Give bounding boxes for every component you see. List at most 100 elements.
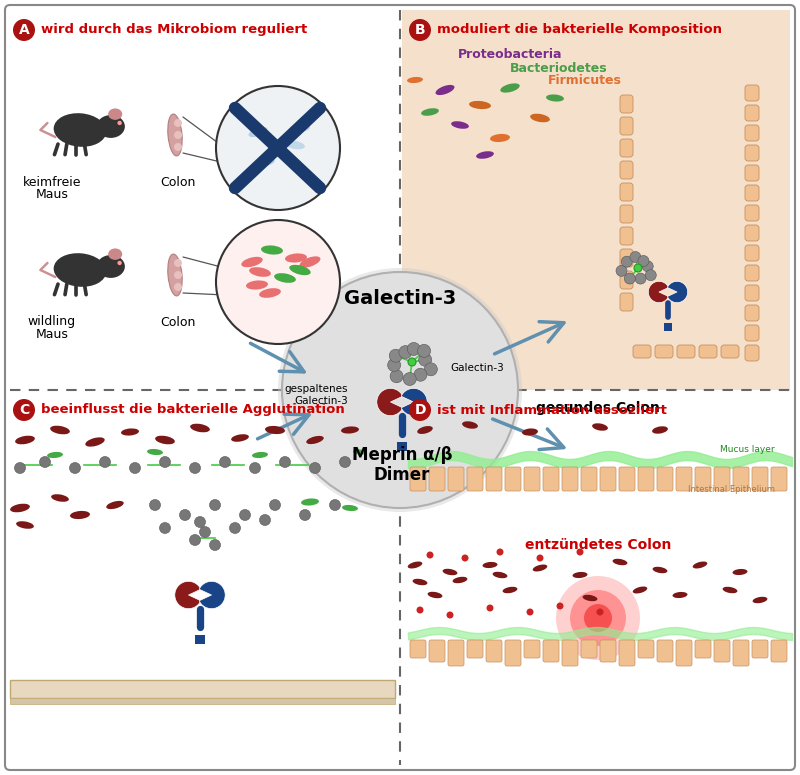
Ellipse shape: [407, 77, 423, 83]
Wedge shape: [377, 388, 403, 415]
Ellipse shape: [462, 422, 478, 429]
Ellipse shape: [493, 572, 507, 578]
Circle shape: [270, 500, 281, 511]
Ellipse shape: [353, 449, 367, 455]
Ellipse shape: [70, 511, 90, 519]
FancyBboxPatch shape: [620, 249, 633, 267]
FancyBboxPatch shape: [543, 467, 559, 491]
Circle shape: [409, 19, 431, 41]
Text: Meprin α/β
Dimer: Meprin α/β Dimer: [352, 446, 452, 484]
Ellipse shape: [255, 157, 275, 167]
FancyBboxPatch shape: [745, 245, 759, 261]
Ellipse shape: [413, 579, 427, 585]
Ellipse shape: [469, 101, 491, 109]
Ellipse shape: [476, 151, 494, 159]
Circle shape: [418, 353, 432, 367]
FancyBboxPatch shape: [677, 345, 695, 358]
FancyBboxPatch shape: [771, 467, 787, 491]
FancyBboxPatch shape: [733, 640, 749, 666]
Ellipse shape: [490, 134, 510, 142]
FancyBboxPatch shape: [429, 640, 445, 662]
Text: Galectin-3: Galectin-3: [344, 288, 456, 308]
Text: Maus: Maus: [35, 188, 69, 202]
Ellipse shape: [582, 594, 598, 601]
Ellipse shape: [147, 449, 163, 455]
Circle shape: [584, 604, 612, 632]
FancyBboxPatch shape: [752, 640, 768, 658]
Circle shape: [174, 131, 182, 139]
Ellipse shape: [168, 114, 182, 156]
Wedge shape: [199, 581, 226, 608]
Ellipse shape: [733, 569, 747, 575]
Ellipse shape: [190, 424, 210, 432]
Ellipse shape: [546, 95, 564, 102]
Ellipse shape: [252, 452, 268, 458]
Text: beeinflusst die bakterielle Agglutination: beeinflusst die bakterielle Agglutinatio…: [41, 404, 345, 416]
Circle shape: [282, 272, 518, 508]
Ellipse shape: [265, 426, 285, 434]
FancyBboxPatch shape: [714, 467, 730, 491]
Circle shape: [403, 373, 416, 385]
FancyBboxPatch shape: [676, 640, 692, 666]
Ellipse shape: [421, 109, 439, 115]
Circle shape: [174, 119, 182, 127]
Circle shape: [174, 271, 182, 279]
Circle shape: [424, 363, 438, 376]
Circle shape: [622, 257, 632, 267]
Ellipse shape: [301, 498, 319, 505]
FancyBboxPatch shape: [467, 467, 483, 491]
Ellipse shape: [652, 426, 668, 434]
Ellipse shape: [290, 124, 310, 132]
Circle shape: [299, 509, 310, 521]
FancyBboxPatch shape: [620, 183, 633, 201]
Circle shape: [210, 500, 221, 511]
FancyBboxPatch shape: [620, 161, 633, 179]
Circle shape: [210, 539, 221, 550]
Text: wildling: wildling: [28, 315, 76, 329]
Ellipse shape: [451, 121, 469, 129]
FancyBboxPatch shape: [10, 680, 395, 698]
FancyBboxPatch shape: [562, 640, 578, 666]
Circle shape: [399, 346, 412, 359]
FancyBboxPatch shape: [619, 467, 635, 491]
Ellipse shape: [86, 437, 105, 446]
Circle shape: [577, 549, 583, 556]
Circle shape: [638, 256, 649, 267]
FancyBboxPatch shape: [655, 345, 673, 358]
Ellipse shape: [274, 273, 296, 283]
Ellipse shape: [342, 505, 358, 511]
Circle shape: [199, 526, 210, 538]
Circle shape: [462, 554, 469, 562]
Ellipse shape: [633, 587, 647, 594]
Text: keimfreie: keimfreie: [22, 175, 82, 188]
Ellipse shape: [106, 501, 124, 509]
FancyBboxPatch shape: [410, 467, 426, 491]
Circle shape: [556, 576, 640, 660]
Circle shape: [570, 590, 626, 646]
Ellipse shape: [285, 253, 307, 263]
Circle shape: [190, 463, 201, 474]
FancyBboxPatch shape: [619, 640, 635, 666]
FancyBboxPatch shape: [745, 105, 759, 121]
FancyBboxPatch shape: [5, 5, 795, 770]
Text: Galectin-3: Galectin-3: [450, 363, 504, 373]
Circle shape: [278, 268, 522, 512]
FancyBboxPatch shape: [524, 640, 540, 658]
Circle shape: [39, 456, 50, 467]
Circle shape: [646, 270, 656, 281]
FancyBboxPatch shape: [429, 467, 445, 491]
Circle shape: [130, 463, 141, 474]
Ellipse shape: [693, 562, 707, 569]
Circle shape: [159, 522, 170, 533]
FancyBboxPatch shape: [467, 640, 483, 658]
Circle shape: [624, 273, 635, 284]
Circle shape: [194, 516, 206, 528]
FancyBboxPatch shape: [699, 345, 717, 358]
FancyBboxPatch shape: [745, 145, 759, 161]
Wedge shape: [648, 281, 669, 303]
FancyBboxPatch shape: [664, 323, 672, 331]
Circle shape: [216, 86, 340, 210]
FancyBboxPatch shape: [402, 10, 790, 390]
FancyBboxPatch shape: [620, 271, 633, 289]
Circle shape: [230, 522, 241, 533]
